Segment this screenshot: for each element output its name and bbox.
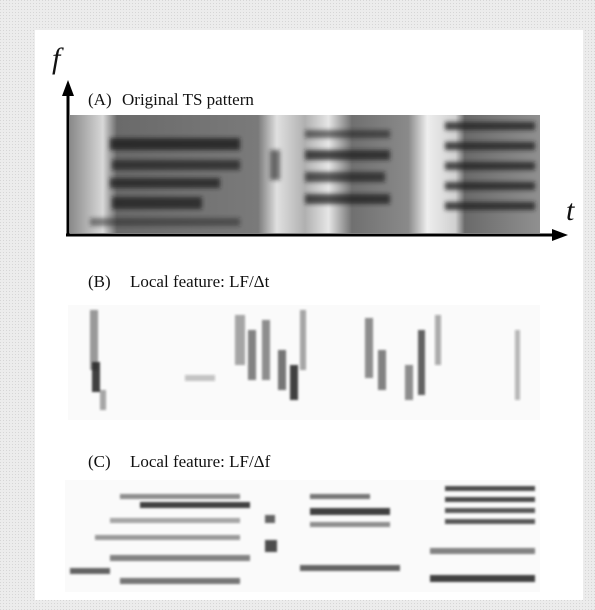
axes [66,92,556,237]
y-arrow [62,80,74,96]
x-axis-label: t [566,194,575,227]
panel-title: Original TS pattern [122,90,254,109]
panel-a-image [70,115,540,233]
panel-b-image [68,305,540,420]
panel-label: (C) [88,452,111,471]
panel-label: (A) [88,90,112,109]
panel-title: Local feature: LF/Δt [130,272,270,291]
panel-c-image [65,480,540,592]
panel-label: (B) [88,272,111,291]
panel-title: Local feature: LF/Δf [130,452,271,471]
x-arrow [552,229,568,241]
